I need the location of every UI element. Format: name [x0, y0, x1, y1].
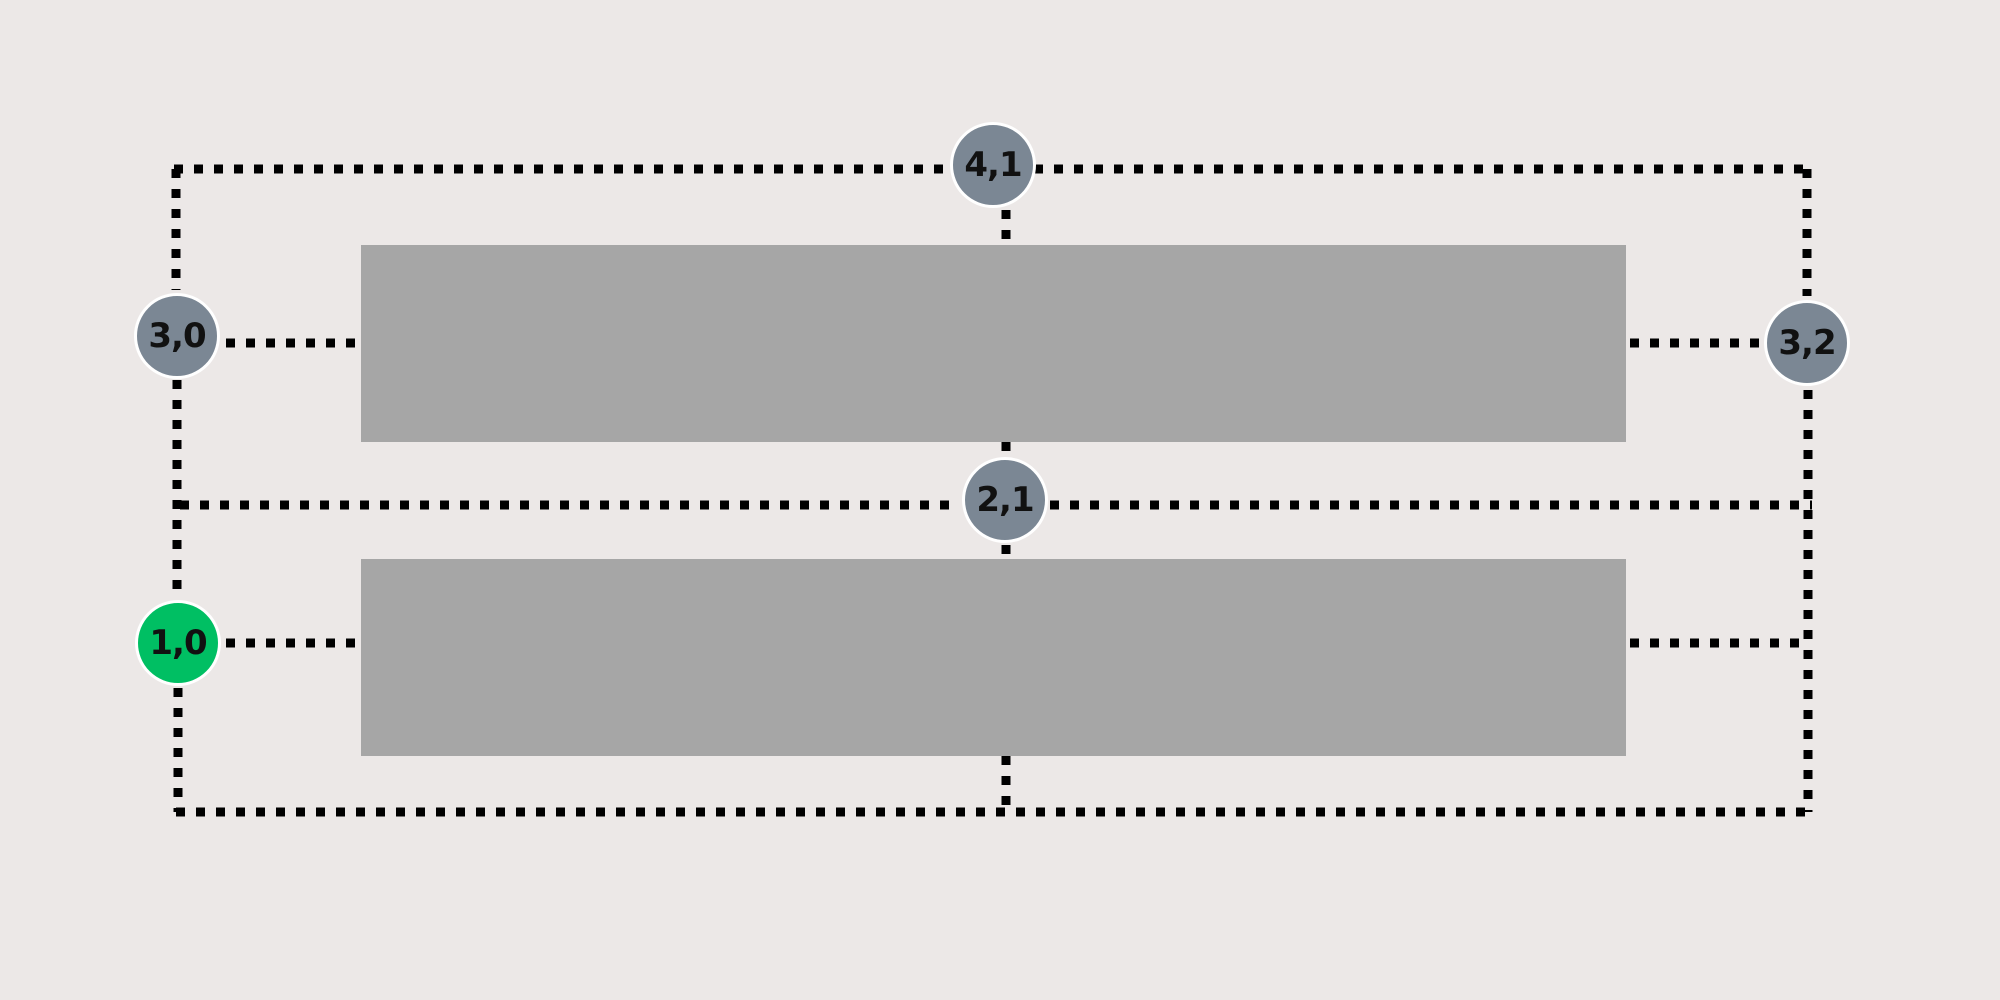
node-2-1[interactable]: 2,1: [962, 457, 1048, 543]
node-3-2[interactable]: 3,2: [1764, 300, 1850, 386]
node-1-0[interactable]: 1,0: [135, 600, 221, 686]
placeholder-block-bottom: [361, 559, 1626, 756]
node-3-0[interactable]: 3,0: [134, 293, 220, 379]
placeholder-block-top: [361, 245, 1626, 442]
node-4-1[interactable]: 4,1: [950, 122, 1036, 208]
